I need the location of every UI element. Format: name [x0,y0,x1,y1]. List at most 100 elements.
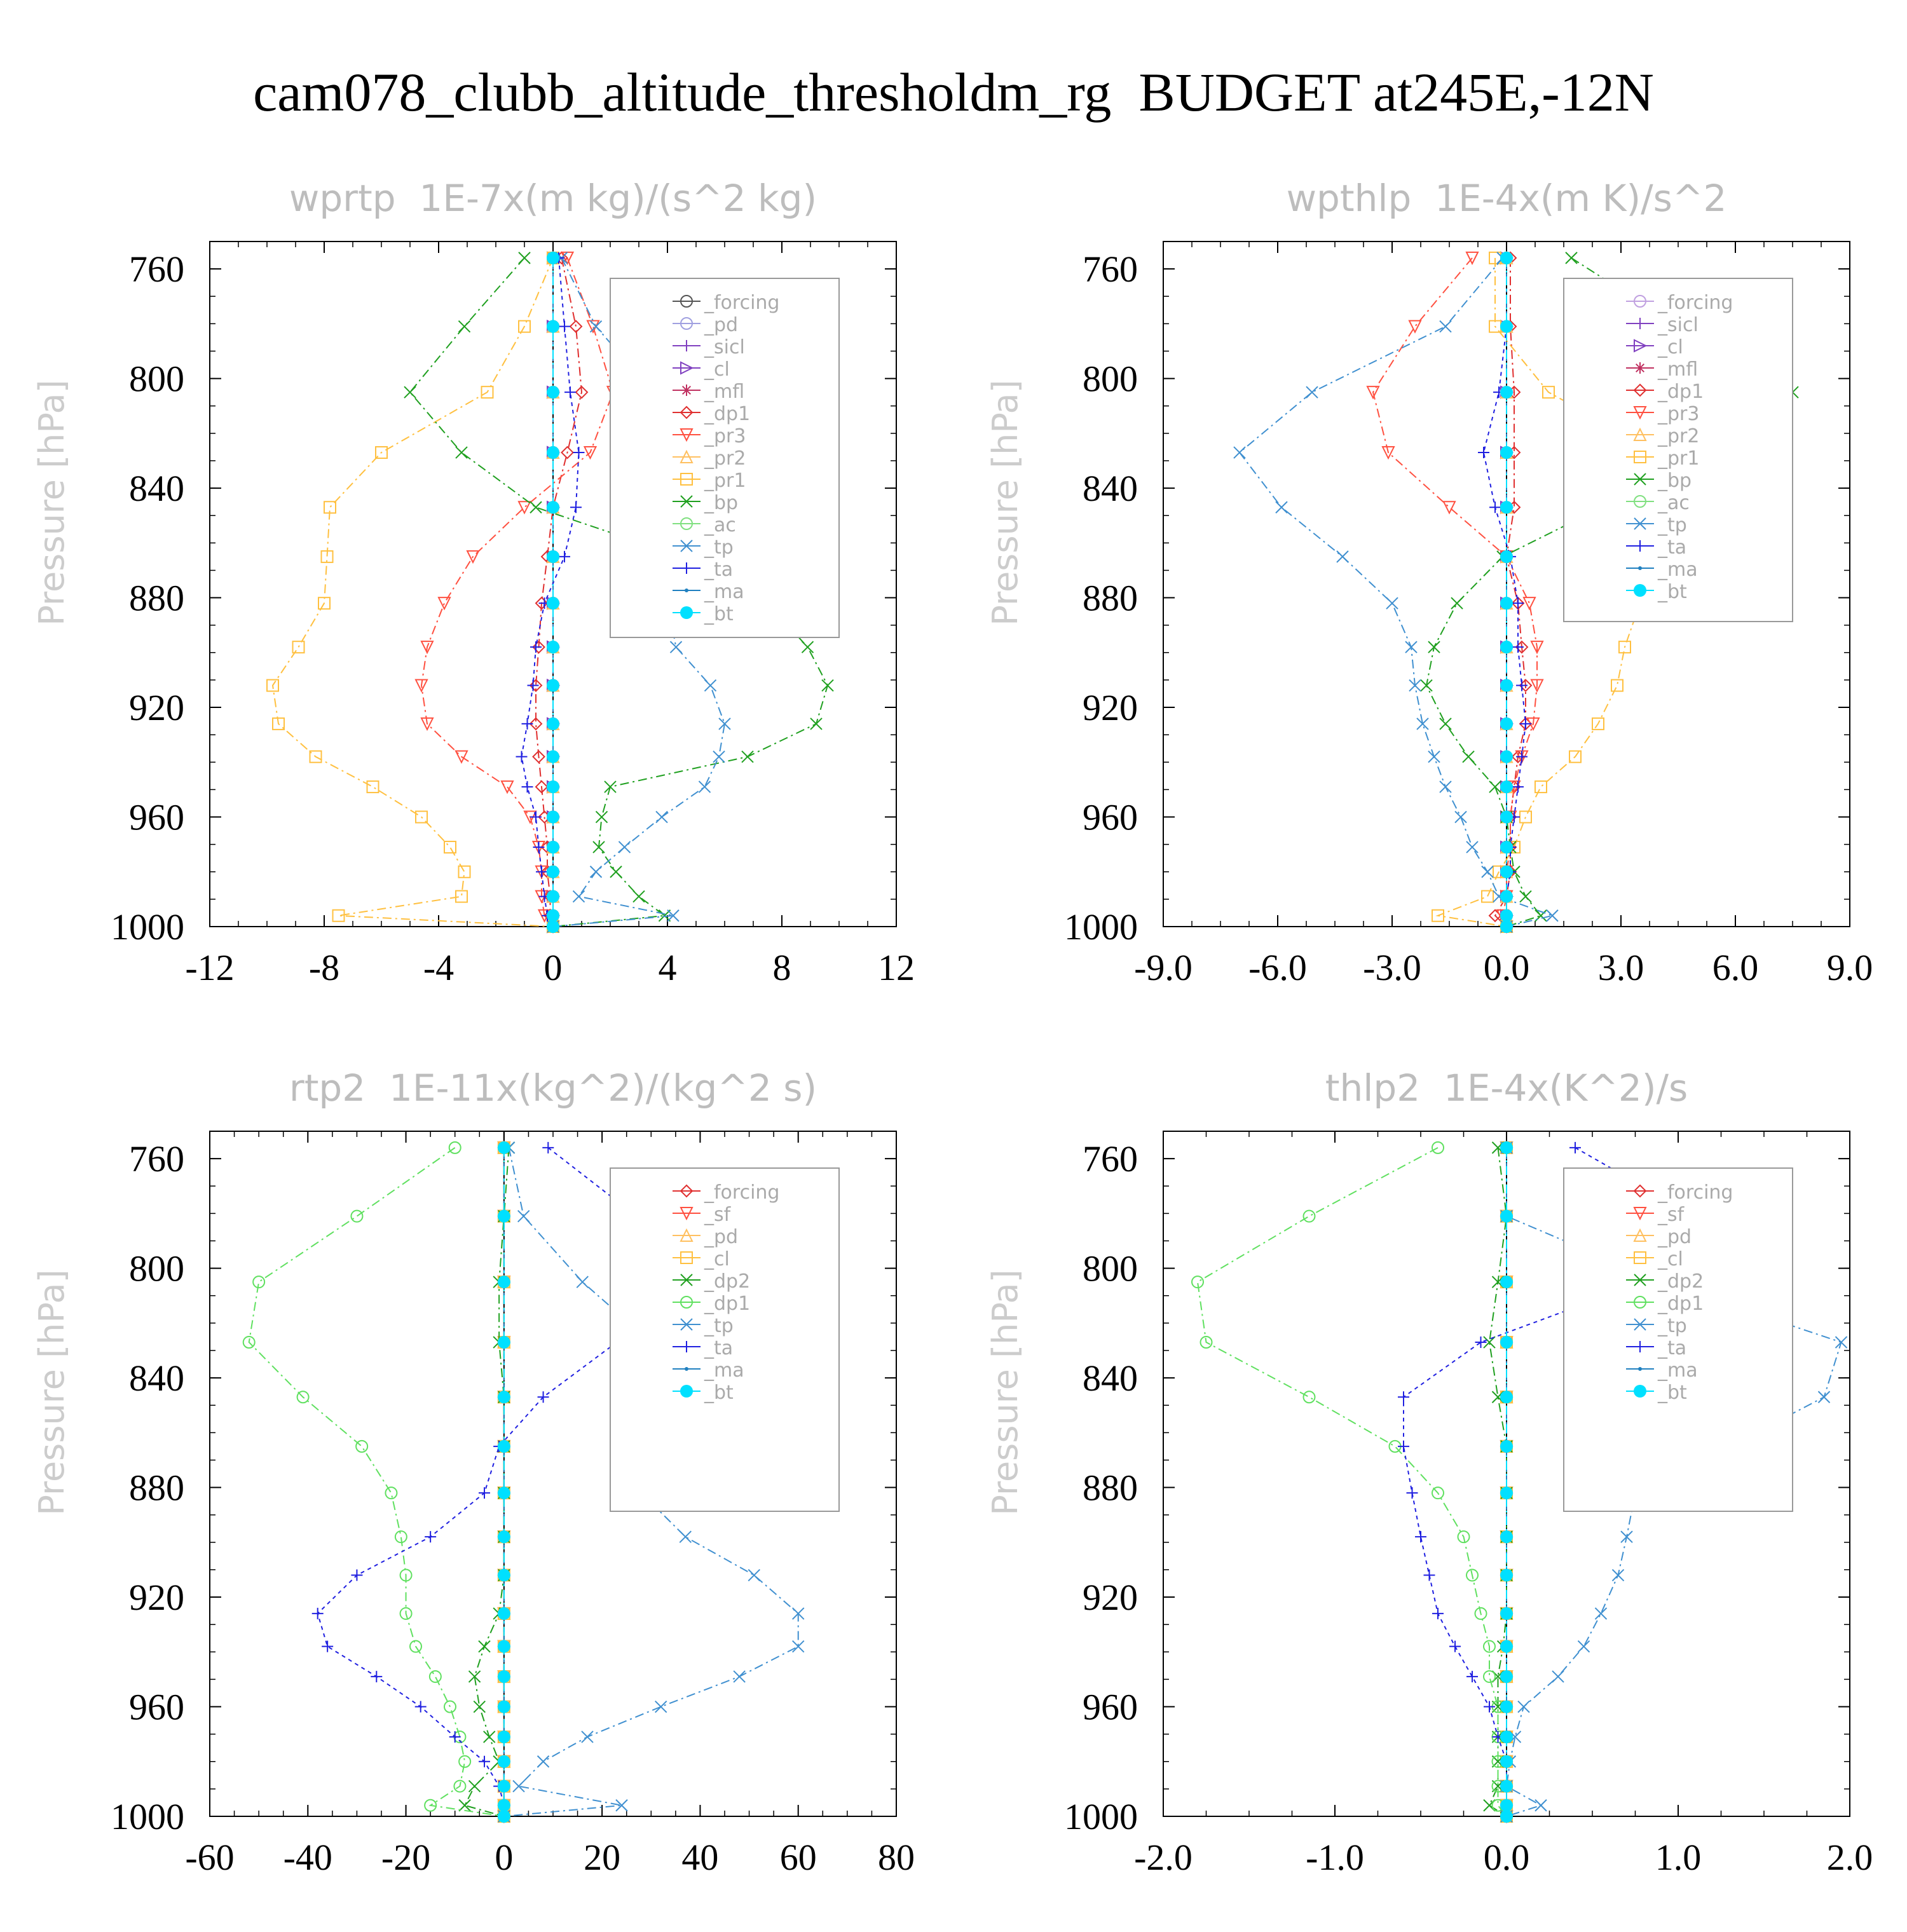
legend: _forcing_sf_pd_cl_dp2_dp1_tp_ta_ma_bt [610,1167,840,1512]
legend-marker [680,1207,694,1221]
data-point [530,641,542,653]
y-tick-label: 880 [129,1467,184,1509]
legend-marker [1633,427,1647,441]
data-point [547,890,559,903]
data-point [1466,1671,1478,1683]
x-tick-label: 0 [544,947,563,988]
panel-title: wpthlp 1E-4x(m K)/s^2 [1286,177,1727,220]
data-point [583,446,598,460]
legend-marker [680,517,693,530]
data-point [610,866,622,878]
data-point [537,1391,549,1403]
legend-marker [680,1184,694,1198]
data-point [698,780,711,793]
series-line [521,257,580,927]
legend-marker [680,405,694,419]
legend-label: _ta [1657,1337,1686,1359]
data-point [1233,446,1246,459]
data-point [821,679,834,692]
data-point [516,751,528,763]
data-point [792,1640,805,1653]
legend-label: _ma [1657,1359,1698,1382]
legend-marker [680,1318,693,1331]
data-point [704,679,717,692]
legend-marker [1633,1228,1647,1242]
data-point [481,386,494,399]
data-point [1500,1336,1513,1349]
data-point [1620,1530,1633,1543]
data-point [1500,810,1513,824]
y-tick-label: 1000 [1064,906,1138,948]
y-tick-label: 880 [1083,578,1138,619]
legend-box [610,278,840,638]
data-point [547,597,559,610]
data-point [1381,446,1395,460]
legend-marker [681,340,692,351]
panel-rtp2: rtp2 1E-11x(kg^2)/(kg^2 s) Pressure [hPa… [0,1042,954,1932]
data-point [1465,251,1479,266]
data-point [375,446,388,459]
x-tick-label: -9.0 [1134,947,1193,988]
legend-label: _forcing [704,292,779,314]
data-point [1406,1487,1418,1499]
data-point [1484,1701,1495,1713]
data-point [1500,1670,1513,1684]
legend-label: _dp1 [704,403,750,425]
data-point [1500,1730,1513,1743]
data-point [1500,780,1513,794]
data-point [479,1755,490,1767]
data-point [332,909,345,922]
legend-label: _forcing [1657,292,1733,314]
data-point [547,550,559,563]
data-point [679,1530,692,1543]
data-point [547,320,559,333]
data-point [1592,717,1604,730]
data-point [1481,866,1494,878]
data-point [1534,1799,1547,1812]
data-point [1432,1607,1444,1619]
legend-marker [1638,566,1642,570]
data-point [512,1779,525,1793]
data-point [1569,750,1582,763]
data-point [1481,890,1494,903]
data-point [1516,679,1528,691]
x-tick-label: 0.0 [1484,1837,1530,1878]
series-pr3 [414,251,620,934]
data-point [713,750,725,763]
data-point [604,780,617,793]
legend-label: _pd [704,314,738,336]
data-point [394,1530,407,1544]
legend-label: _tp [704,1315,734,1337]
data-point [1200,1336,1213,1349]
data-point [533,841,545,853]
legend-marker [1634,1274,1646,1286]
data-point [1420,679,1433,692]
legend-label: _pr2 [704,447,746,470]
data-point [1500,890,1513,903]
data-point [448,1141,461,1154]
data-point [1439,718,1452,730]
data-point [414,1701,427,1713]
legend-label: _forcing [704,1181,779,1204]
data-point [573,447,585,459]
x-tick-label: 2.0 [1827,1837,1873,1878]
legend: _forcing_sf_pd_cl_dp2_dp1_tp_ta_ma_bt [1563,1167,1793,1512]
data-point [415,810,428,824]
legend-marker [680,1296,693,1309]
data-point [589,866,603,878]
legend-marker [681,562,692,574]
data-point [1275,501,1288,514]
data-point [1542,386,1555,399]
series-line [1372,257,1538,927]
data-point [517,501,531,515]
y-tick-label: 840 [129,1357,184,1399]
legend-label: _dp1 [1657,1293,1704,1315]
data-point [741,750,754,763]
data-point [1398,1391,1409,1403]
data-point [536,866,547,878]
series-bt [1500,251,1513,933]
data-point [497,1141,510,1154]
legend-marker [685,588,688,592]
data-point [1500,597,1513,610]
data-point [1611,1568,1625,1582]
